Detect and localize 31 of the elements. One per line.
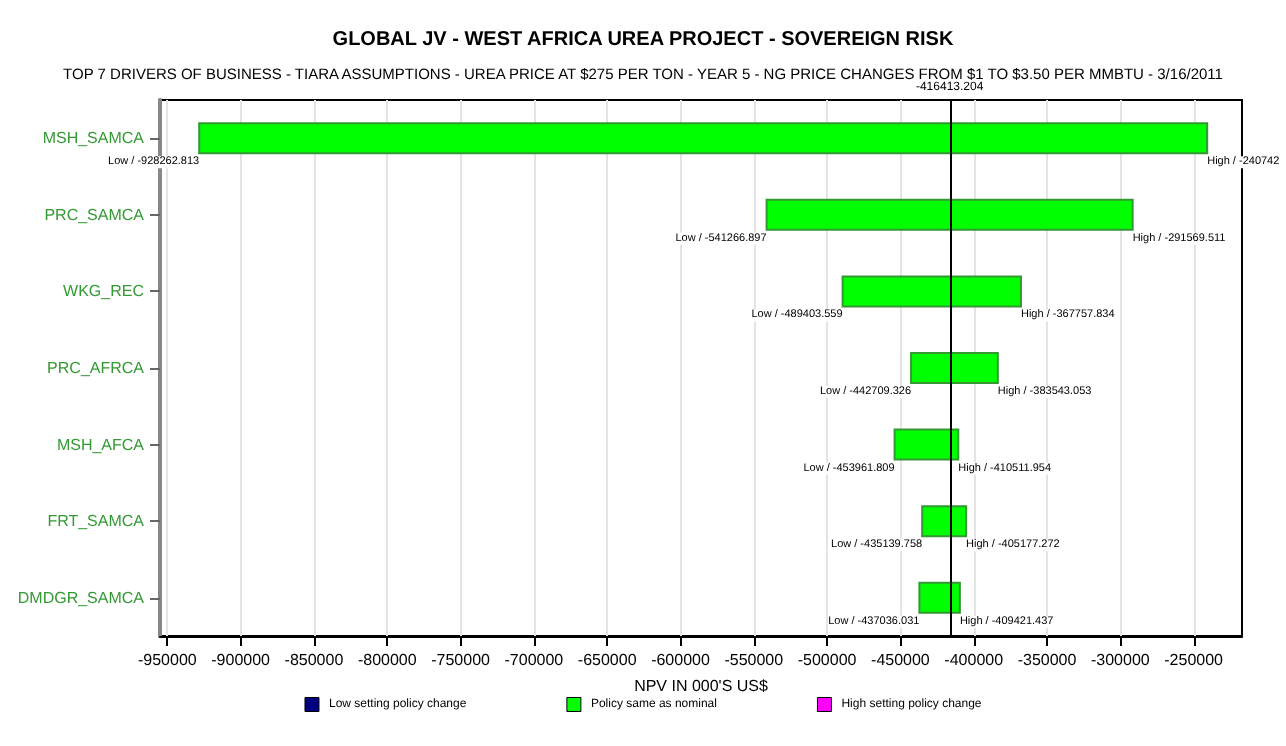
bar bbox=[841, 275, 1022, 308]
x-tick-label: -450000 bbox=[871, 651, 931, 669]
x-tick-label: -250000 bbox=[1164, 651, 1225, 669]
x-tick-label: -600000 bbox=[651, 651, 711, 669]
bar bbox=[910, 352, 999, 384]
x-tick-label: -550000 bbox=[724, 651, 785, 669]
x-tick-label: -400000 bbox=[944, 651, 1005, 669]
y-tick-label: FRT_SAMCA bbox=[47, 512, 146, 531]
bar bbox=[893, 428, 960, 461]
chart-title: GLOBAL JV - WEST AFRICA UREA PROJECT - SOVEREIGN RISK bbox=[332, 29, 955, 51]
x-tick-label: -350000 bbox=[1017, 651, 1078, 669]
y-tick-label: PRC_AFRCA bbox=[47, 359, 146, 377]
y-tick-label: WKG_REC bbox=[63, 282, 145, 301]
x-axis-title: NPV IN 000'S US$ bbox=[634, 676, 769, 695]
x-tick-label: -700000 bbox=[504, 651, 565, 669]
x-tick-label: -500000 bbox=[797, 651, 858, 669]
y-tick-label: DMDGR_SAMCA bbox=[17, 588, 146, 607]
x-tick-label: -750000 bbox=[431, 651, 492, 669]
x-tick-label: -300000 bbox=[1090, 651, 1151, 669]
bar bbox=[765, 198, 1134, 231]
x-tick-label: -900000 bbox=[211, 651, 272, 669]
y-tick-label: MSH_AFCA bbox=[56, 435, 146, 454]
x-tick-label: -800000 bbox=[357, 651, 418, 669]
bar bbox=[198, 122, 1209, 155]
bar bbox=[918, 581, 961, 614]
bar bbox=[921, 505, 968, 538]
x-tick-label: -850000 bbox=[284, 651, 345, 669]
y-tick-label: MSH_SAMCA bbox=[42, 129, 146, 148]
x-tick-label: -650000 bbox=[577, 651, 638, 669]
y-tick-label: PRC_SAMCA bbox=[44, 205, 146, 224]
x-tick-label: -950000 bbox=[137, 651, 198, 669]
